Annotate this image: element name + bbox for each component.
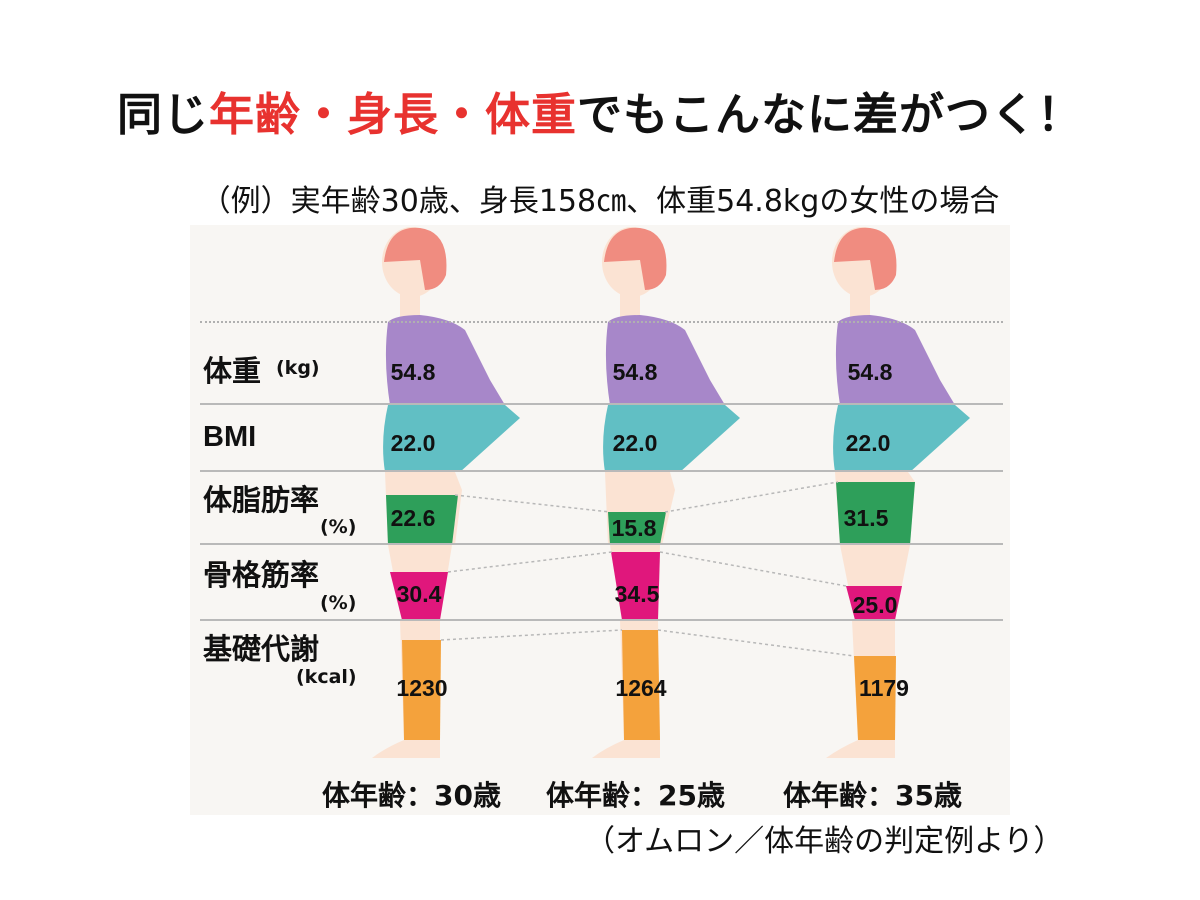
row-label-bmi: BMI bbox=[203, 421, 257, 453]
weight-unit: (kg) bbox=[276, 357, 320, 379]
connector-lines bbox=[440, 481, 855, 657]
segment-bodyfat-2 bbox=[608, 512, 666, 545]
value-weight-3: 54.8 bbox=[847, 359, 893, 385]
hair-1 bbox=[384, 227, 447, 290]
value-bodyfat-2: 15.8 bbox=[611, 515, 657, 541]
segment-weight-1 bbox=[385, 315, 505, 405]
value-bmi-1: 22.0 bbox=[390, 430, 436, 456]
body-age-1: 体年齢：30歳 bbox=[322, 779, 501, 812]
segment-muscle-2 bbox=[611, 552, 660, 620]
value-metabolism-2: 1264 bbox=[615, 675, 667, 701]
page-title: 同じ年齢・身長・体重でもこんなに差がつく！ bbox=[0, 78, 1200, 143]
value-metabolism-3: 1179 bbox=[859, 675, 909, 701]
value-muscle-1: 30.4 bbox=[396, 581, 442, 607]
value-bodyfat-1: 22.6 bbox=[390, 505, 436, 531]
value-bmi-3: 22.0 bbox=[845, 430, 891, 456]
figure-1 bbox=[372, 227, 520, 758]
value-weight-2: 54.8 bbox=[612, 359, 658, 385]
skeletal-muscle-unit: (%) bbox=[320, 592, 357, 614]
weight-label: 体重 bbox=[203, 354, 262, 388]
row-divider bbox=[200, 543, 1003, 545]
segment-bmi-1 bbox=[383, 405, 520, 472]
row-divider bbox=[200, 403, 1003, 405]
row-label-basal-metabolism: 基礎代謝 bbox=[203, 632, 320, 666]
source-note: （オムロン／体年齢の判定例より） bbox=[585, 824, 1064, 859]
row-label-body-fat: 体脂肪率 bbox=[203, 483, 320, 517]
segment-metabolism-2 bbox=[622, 630, 660, 740]
body-age-2: 体年齢：25歳 bbox=[546, 779, 725, 812]
hair-3 bbox=[834, 227, 897, 290]
body-age-3: 体年齢：35歳 bbox=[783, 779, 962, 812]
value-muscle-2: 34.5 bbox=[614, 581, 660, 607]
row-divider bbox=[200, 619, 1003, 621]
segment-muscle-3 bbox=[846, 586, 902, 620]
hair-2 bbox=[604, 227, 667, 290]
segment-bmi-3 bbox=[833, 405, 970, 472]
value-weight-1: 54.8 bbox=[390, 359, 436, 385]
segment-bodyfat-3 bbox=[836, 482, 915, 545]
segment-metabolism-3 bbox=[854, 656, 896, 740]
segment-muscle-1 bbox=[390, 572, 448, 620]
row-label-skeletal-muscle: 骨格筋率 bbox=[203, 558, 320, 592]
value-metabolism-1: 1230 bbox=[396, 675, 448, 701]
body-fat-unit: (%) bbox=[320, 516, 357, 538]
title-part2: でもこんなに差がつく！ bbox=[577, 88, 1084, 141]
segment-bmi-2 bbox=[603, 405, 740, 472]
segment-weight-2 bbox=[605, 315, 725, 405]
top-dotted-line bbox=[200, 321, 1003, 323]
title-highlight: 年齢・身長・体重 bbox=[208, 88, 577, 141]
figure-3 bbox=[826, 227, 970, 758]
row-label-weight: 体重 bbox=[203, 348, 261, 390]
subtitle: （例）実年齢30歳、身長158㎝、体重54.8kgの女性の場合 bbox=[200, 184, 1000, 219]
segment-weight-3 bbox=[835, 315, 955, 405]
figure-2 bbox=[592, 227, 740, 758]
title-part1: 同じ bbox=[116, 88, 209, 141]
row-divider bbox=[200, 470, 1003, 472]
value-muscle-3: 25.0 bbox=[852, 592, 898, 618]
value-bmi-2: 22.0 bbox=[612, 430, 658, 456]
segment-metabolism-1 bbox=[402, 640, 441, 740]
basal-metabolism-unit: (kcal) bbox=[296, 666, 357, 688]
segment-bodyfat-1 bbox=[386, 495, 458, 545]
value-bodyfat-3: 31.5 bbox=[843, 505, 889, 531]
